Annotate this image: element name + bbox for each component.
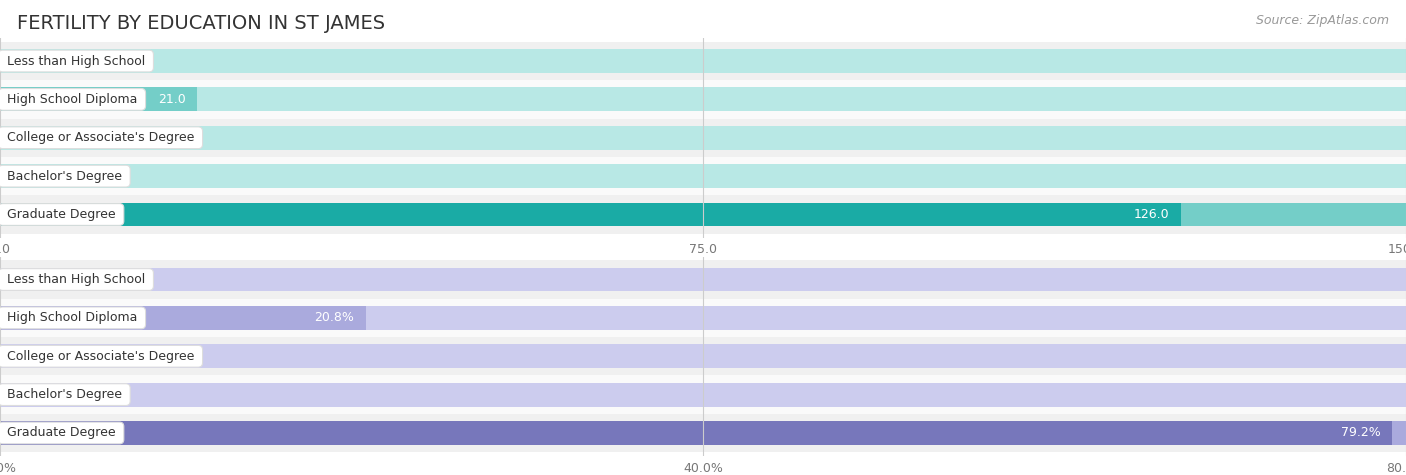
Bar xyxy=(0,306,1406,330)
Bar xyxy=(0,306,366,330)
Bar xyxy=(0,203,1406,227)
Bar xyxy=(0,337,1406,375)
Bar xyxy=(0,119,1406,157)
Text: Graduate Degree: Graduate Degree xyxy=(3,208,120,221)
Bar xyxy=(0,383,1406,407)
Bar xyxy=(0,203,1181,227)
Bar xyxy=(0,157,1406,195)
Bar xyxy=(0,344,1406,368)
Bar xyxy=(0,49,1406,73)
Text: FERTILITY BY EDUCATION IN ST JAMES: FERTILITY BY EDUCATION IN ST JAMES xyxy=(17,14,385,33)
Text: Source: ZipAtlas.com: Source: ZipAtlas.com xyxy=(1256,14,1389,27)
Bar xyxy=(0,87,197,111)
Bar xyxy=(0,414,1406,452)
Bar xyxy=(0,267,1406,292)
Text: Bachelor's Degree: Bachelor's Degree xyxy=(3,170,125,182)
Text: 20.8%: 20.8% xyxy=(315,312,354,324)
Bar xyxy=(0,195,1406,234)
Text: Less than High School: Less than High School xyxy=(3,55,149,67)
Text: 21.0: 21.0 xyxy=(157,93,186,106)
Bar xyxy=(0,260,1406,299)
Text: High School Diploma: High School Diploma xyxy=(3,93,141,106)
Bar xyxy=(0,126,1406,150)
Text: 0.0%: 0.0% xyxy=(17,388,49,401)
Text: High School Diploma: High School Diploma xyxy=(3,312,141,324)
Bar xyxy=(0,164,1406,188)
Text: 79.2%: 79.2% xyxy=(1341,427,1381,439)
Text: 0.0%: 0.0% xyxy=(17,350,49,363)
Text: Graduate Degree: Graduate Degree xyxy=(3,427,120,439)
Bar xyxy=(0,421,1406,445)
Text: 0.0%: 0.0% xyxy=(17,273,49,286)
Text: 0.0: 0.0 xyxy=(17,131,37,144)
Text: College or Associate's Degree: College or Associate's Degree xyxy=(3,350,198,363)
Bar xyxy=(0,87,1406,111)
Text: College or Associate's Degree: College or Associate's Degree xyxy=(3,131,198,144)
Bar xyxy=(0,375,1406,414)
Text: 0.0: 0.0 xyxy=(17,55,37,67)
Bar xyxy=(0,421,1392,445)
Bar xyxy=(0,299,1406,337)
Text: 126.0: 126.0 xyxy=(1135,208,1170,221)
Bar xyxy=(0,42,1406,80)
Text: Less than High School: Less than High School xyxy=(3,273,149,286)
Bar xyxy=(0,80,1406,119)
Text: Bachelor's Degree: Bachelor's Degree xyxy=(3,388,125,401)
Text: 0.0: 0.0 xyxy=(17,170,37,182)
